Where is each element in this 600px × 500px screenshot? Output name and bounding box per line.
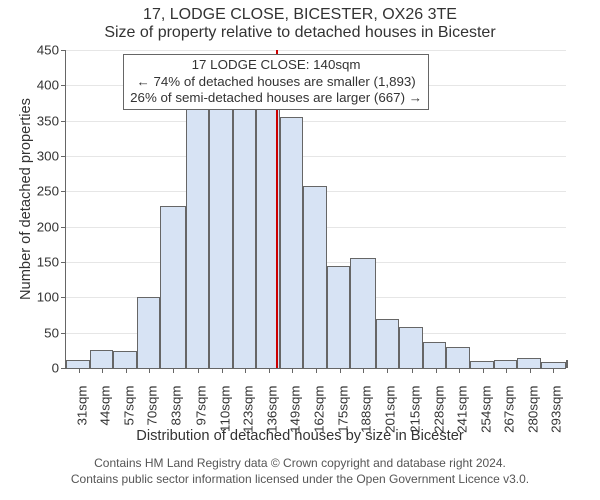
x-tick (269, 368, 270, 373)
x-tick (79, 368, 80, 373)
annotation-line: ← 74% of detached houses are smaller (1,… (130, 74, 422, 91)
y-tick (61, 85, 66, 86)
x-tick (126, 368, 127, 373)
x-tick (198, 368, 199, 373)
y-tick (61, 297, 66, 298)
histogram-bar (209, 104, 233, 368)
footer-line2: Contains public sector information licen… (0, 472, 600, 486)
x-tick-label: 123sqm (241, 386, 256, 433)
histogram-bar (233, 102, 257, 368)
histogram-bar (566, 360, 568, 368)
x-tick-label: 44sqm (98, 386, 113, 426)
x-tick (173, 368, 174, 373)
x-tick (363, 368, 364, 373)
x-tick (222, 368, 223, 373)
x-tick (530, 368, 531, 373)
y-tick (61, 262, 66, 263)
histogram-plot: 17 LODGE CLOSE: 140sqm← 74% of detached … (65, 50, 566, 369)
x-tick-label: 254sqm (478, 386, 493, 433)
x-tick-label: 280sqm (525, 386, 540, 433)
x-tick-label: 175sqm (335, 386, 350, 433)
x-tick-label: 201sqm (382, 386, 397, 433)
x-tick-label: 293sqm (549, 386, 564, 433)
x-tick-label: 83sqm (168, 386, 183, 426)
footer-line1: Contains HM Land Registry data © Crown c… (0, 456, 600, 470)
x-tick (483, 368, 484, 373)
histogram-bar (160, 206, 185, 368)
histogram-bar (327, 266, 351, 368)
x-tick-label: 241sqm (455, 386, 470, 433)
histogram-bar (399, 327, 423, 368)
x-tick (149, 368, 150, 373)
x-tick-label: 110sqm (217, 386, 232, 432)
x-tick (102, 368, 103, 373)
annotation-line: 17 LODGE CLOSE: 140sqm (130, 57, 422, 74)
histogram-bar (137, 297, 161, 368)
y-tick (61, 227, 66, 228)
x-tick (436, 368, 437, 373)
x-tick-label: 188sqm (359, 386, 374, 433)
histogram-bar (186, 109, 210, 368)
x-tick-label: 149sqm (288, 386, 303, 433)
x-tick (459, 368, 460, 373)
histogram-bar (303, 186, 327, 368)
gridline (66, 156, 566, 157)
histogram-bar (280, 117, 304, 368)
x-tick-label: 57sqm (121, 386, 136, 426)
x-tick (553, 368, 554, 373)
x-tick-label: 31sqm (74, 386, 89, 426)
x-tick (506, 368, 507, 373)
x-tick-label: 228sqm (431, 386, 446, 433)
histogram-bar (494, 360, 518, 368)
x-tick-label: 70sqm (145, 386, 160, 426)
x-tick (316, 368, 317, 373)
histogram-bar (517, 358, 541, 368)
x-tick-label: 267sqm (502, 386, 517, 433)
histogram-bar (90, 350, 114, 368)
histogram-bar (470, 361, 494, 368)
x-tick (412, 368, 413, 373)
x-tick (387, 368, 388, 373)
x-tick-label: 97sqm (194, 386, 209, 426)
y-tick (61, 50, 66, 51)
y-tick (61, 156, 66, 157)
histogram-bar (113, 351, 137, 368)
histogram-bar (66, 360, 90, 368)
y-tick-label: 50 (29, 325, 59, 340)
x-axis-label: Distribution of detached houses by size … (0, 428, 600, 444)
x-tick (340, 368, 341, 373)
y-tick-label: 0 (29, 361, 59, 376)
x-tick-label: 136sqm (264, 386, 279, 433)
gridline (66, 121, 566, 122)
y-axis-label: Number of detached properties (18, 89, 34, 309)
page-title-line2: Size of property relative to detached ho… (0, 24, 600, 42)
x-tick-label: 215sqm (408, 386, 423, 433)
histogram-bar (423, 342, 447, 368)
histogram-bar (350, 258, 375, 368)
x-tick (245, 368, 246, 373)
y-tick (61, 191, 66, 192)
y-tick (61, 333, 66, 334)
page-title-line1: 17, LODGE CLOSE, BICESTER, OX26 3TE (0, 6, 600, 24)
annotation-line: 26% of semi-detached houses are larger (… (130, 90, 422, 107)
gridline (66, 50, 566, 51)
x-tick-label: 162sqm (312, 386, 327, 433)
x-tick (292, 368, 293, 373)
y-tick (61, 121, 66, 122)
annotation-box: 17 LODGE CLOSE: 140sqm← 74% of detached … (123, 54, 429, 110)
histogram-bar (376, 319, 400, 368)
histogram-bar (446, 347, 470, 368)
y-tick-label: 450 (29, 43, 59, 58)
y-tick (61, 368, 66, 369)
